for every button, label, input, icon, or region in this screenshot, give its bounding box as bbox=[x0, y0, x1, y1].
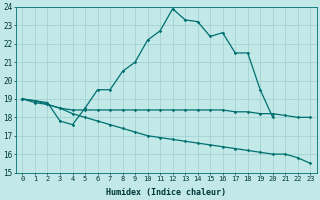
X-axis label: Humidex (Indice chaleur): Humidex (Indice chaleur) bbox=[106, 188, 226, 197]
